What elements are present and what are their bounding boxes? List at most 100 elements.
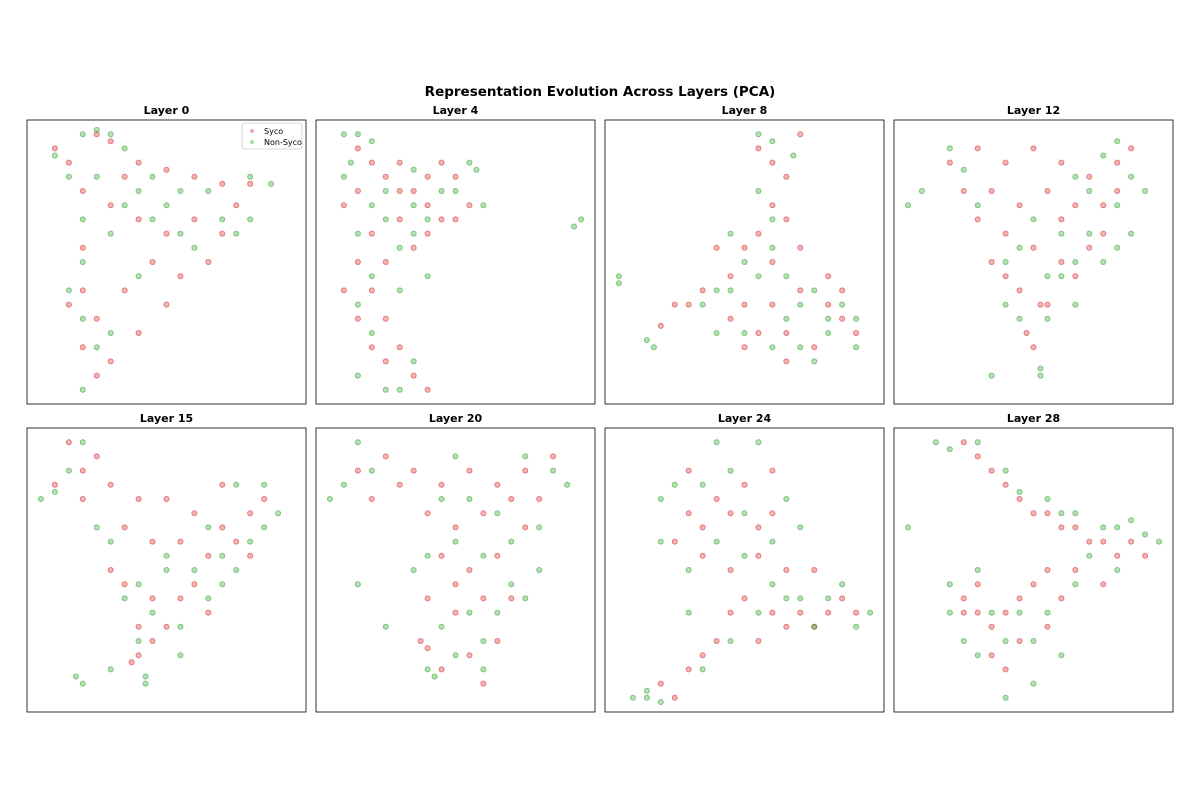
data-point-syco bbox=[960, 187, 967, 194]
data-point-syco bbox=[685, 301, 692, 308]
data-point-non-syco bbox=[396, 386, 403, 393]
data-point-non-syco bbox=[650, 344, 657, 351]
data-point-non-syco bbox=[671, 481, 678, 488]
data-point-non-syco bbox=[354, 372, 361, 379]
data-point-syco bbox=[1114, 187, 1121, 194]
data-point-syco bbox=[1002, 481, 1009, 488]
data-point-syco bbox=[382, 315, 389, 322]
data-point-non-syco bbox=[480, 552, 487, 559]
data-point-non-syco bbox=[163, 567, 170, 574]
data-point-non-syco bbox=[1100, 152, 1107, 159]
legend-label: Non-Syco bbox=[264, 138, 302, 147]
data-point-syco bbox=[163, 301, 170, 308]
data-point-non-syco bbox=[1100, 258, 1107, 265]
data-point-non-syco bbox=[755, 609, 762, 616]
data-point-syco bbox=[149, 258, 156, 265]
data-point-syco bbox=[410, 467, 417, 474]
data-point-syco bbox=[1072, 567, 1079, 574]
data-point-syco bbox=[452, 216, 459, 223]
data-point-syco bbox=[354, 187, 361, 194]
data-point-syco bbox=[699, 652, 706, 659]
data-point-syco bbox=[1044, 301, 1051, 308]
data-point-non-syco bbox=[149, 216, 156, 223]
data-point-non-syco bbox=[368, 138, 375, 145]
data-point-syco bbox=[177, 595, 184, 602]
data-point-syco bbox=[417, 638, 424, 645]
data-point-syco bbox=[51, 145, 58, 152]
data-point-non-syco bbox=[867, 609, 874, 616]
data-point-syco bbox=[93, 372, 100, 379]
data-point-non-syco bbox=[508, 538, 515, 545]
data-point-syco bbox=[727, 510, 734, 517]
data-point-syco bbox=[340, 202, 347, 209]
data-point-syco bbox=[494, 481, 501, 488]
legend-marker-syco bbox=[250, 129, 254, 133]
data-point-non-syco bbox=[839, 301, 846, 308]
data-point-syco bbox=[811, 567, 818, 574]
data-point-syco bbox=[1002, 666, 1009, 673]
data-point-syco bbox=[1002, 273, 1009, 280]
data-point-non-syco bbox=[382, 386, 389, 393]
data-point-syco bbox=[699, 524, 706, 531]
data-point-syco bbox=[438, 216, 445, 223]
data-point-non-syco bbox=[1128, 230, 1135, 237]
data-point-non-syco bbox=[79, 680, 86, 687]
data-point-non-syco bbox=[275, 510, 282, 517]
data-point-syco bbox=[839, 287, 846, 294]
panel-layer-24: Layer 24 bbox=[604, 412, 885, 713]
figure-title: Representation Evolution Across Layers (… bbox=[424, 84, 776, 100]
data-point-syco bbox=[466, 652, 473, 659]
data-point-syco bbox=[396, 216, 403, 223]
data-point-syco bbox=[1114, 159, 1121, 166]
data-point-syco bbox=[163, 495, 170, 502]
data-point-non-syco bbox=[205, 595, 212, 602]
data-point-non-syco bbox=[93, 524, 100, 531]
data-point-syco bbox=[1030, 510, 1037, 517]
panel-layer-0: Layer 0 Syco Non-Syco bbox=[26, 104, 307, 405]
data-point-syco bbox=[769, 301, 776, 308]
data-point-syco bbox=[247, 510, 254, 517]
data-point-non-syco bbox=[51, 152, 58, 159]
data-point-syco bbox=[121, 287, 128, 294]
data-point-non-syco bbox=[135, 581, 142, 588]
data-point-non-syco bbox=[946, 446, 953, 453]
data-point-syco bbox=[1044, 187, 1051, 194]
data-point-syco bbox=[1016, 202, 1023, 209]
data-point-syco bbox=[508, 495, 515, 502]
data-point-syco bbox=[988, 258, 995, 265]
data-point-non-syco bbox=[382, 187, 389, 194]
data-point-syco bbox=[247, 180, 254, 187]
data-point-syco bbox=[480, 680, 487, 687]
data-point-non-syco bbox=[177, 623, 184, 630]
data-point-non-syco bbox=[713, 329, 720, 336]
data-point-syco bbox=[811, 344, 818, 351]
data-point-non-syco bbox=[657, 538, 664, 545]
data-point-non-syco bbox=[368, 467, 375, 474]
data-point-non-syco bbox=[233, 567, 240, 574]
panel-title: Layer 4 bbox=[433, 104, 479, 117]
data-point-syco bbox=[163, 623, 170, 630]
data-point-syco bbox=[825, 273, 832, 280]
data-point-syco bbox=[368, 159, 375, 166]
data-point-non-syco bbox=[480, 638, 487, 645]
data-point-syco bbox=[974, 453, 981, 460]
data-point-non-syco bbox=[1044, 315, 1051, 322]
data-point-non-syco bbox=[163, 202, 170, 209]
data-point-non-syco bbox=[466, 159, 473, 166]
data-point-non-syco bbox=[578, 216, 585, 223]
data-point-non-syco bbox=[797, 301, 804, 308]
data-point-syco bbox=[783, 216, 790, 223]
data-point-non-syco bbox=[643, 687, 650, 694]
data-point-non-syco bbox=[1128, 173, 1135, 180]
data-point-non-syco bbox=[1044, 495, 1051, 502]
data-point-syco bbox=[685, 467, 692, 474]
data-point-syco bbox=[261, 495, 268, 502]
data-point-non-syco bbox=[657, 699, 664, 706]
data-point-syco bbox=[699, 287, 706, 294]
data-point-syco bbox=[233, 538, 240, 545]
data-point-syco bbox=[946, 159, 953, 166]
data-point-non-syco bbox=[438, 495, 445, 502]
data-point-non-syco bbox=[424, 666, 431, 673]
data-point-non-syco bbox=[918, 187, 925, 194]
data-point-syco bbox=[396, 187, 403, 194]
